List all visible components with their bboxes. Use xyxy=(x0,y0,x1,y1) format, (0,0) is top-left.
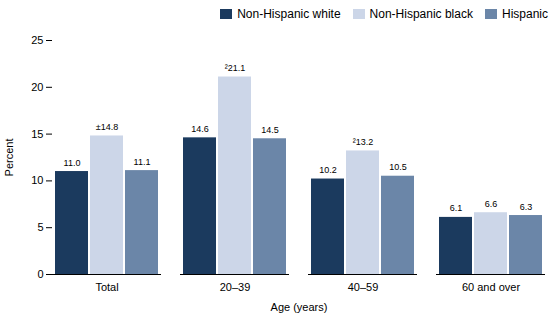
svg-text:25: 25 xyxy=(31,34,43,46)
svg-text:14.6: 14.6 xyxy=(191,124,209,134)
svg-text:5: 5 xyxy=(37,221,43,233)
svg-text:Age (years): Age (years) xyxy=(271,301,328,313)
svg-text:10: 10 xyxy=(31,174,43,186)
svg-text:6.3: 6.3 xyxy=(520,202,533,212)
svg-text:±14.8: ±14.8 xyxy=(96,122,118,132)
svg-text:40–59: 40–59 xyxy=(348,281,379,293)
html-text:Non-Hispanic black: Non-Hispanic black xyxy=(369,7,473,21)
svg-text:15: 15 xyxy=(31,128,43,140)
svg-text:60 and over: 60 and over xyxy=(462,281,520,293)
html-text:Hispanic: Hispanic xyxy=(502,7,548,21)
svg-text:Percent: Percent xyxy=(3,139,15,177)
html-text:Non-Hispanic white: Non-Hispanic white xyxy=(237,7,341,21)
svg-text:Total: Total xyxy=(95,281,118,293)
svg-text:10.5: 10.5 xyxy=(389,162,407,172)
svg-text:6.1: 6.1 xyxy=(450,203,463,213)
svg-text:14.5: 14.5 xyxy=(261,125,279,135)
svg-text:6.6: 6.6 xyxy=(485,199,498,209)
svg-text:11.0: 11.0 xyxy=(64,158,81,168)
svg-text:11.1: 11.1 xyxy=(134,157,151,167)
svg-text:20: 20 xyxy=(31,81,43,93)
svg-text:10.2: 10.2 xyxy=(319,165,337,175)
svg-text:²21.1: ²21.1 xyxy=(225,63,246,73)
svg-text:0: 0 xyxy=(37,268,43,280)
svg-text:20–39: 20–39 xyxy=(220,281,251,293)
svg-text:²13.2: ²13.2 xyxy=(353,137,374,147)
